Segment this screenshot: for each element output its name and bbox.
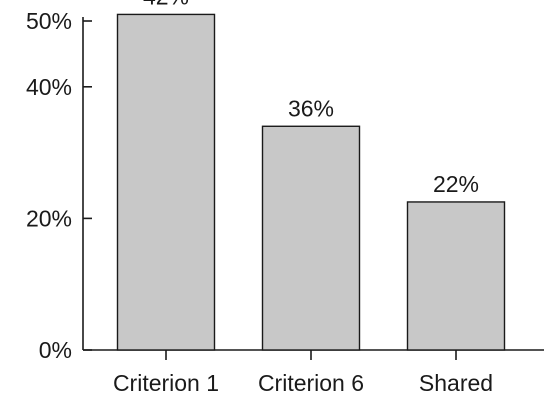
bar-criterion-6 — [261, 125, 361, 351]
x-tick-label: Shared — [419, 370, 493, 396]
data-labels-group: 42% 36% 22% — [143, 0, 479, 197]
data-label: 22% — [433, 171, 479, 197]
bars-group — [116, 13, 506, 351]
y-tick-label: 50% — [26, 8, 72, 34]
data-label: 42% — [143, 0, 189, 9]
x-axis: Criterion 1 Criterion 6 Shared — [83, 349, 544, 396]
y-tick-label: 0% — [39, 337, 72, 363]
y-tick-label: 40% — [26, 74, 72, 100]
bar-shared — [406, 201, 506, 351]
y-tick-label: 20% — [26, 205, 72, 231]
y-axis: 0% 20% 40% 50% — [26, 8, 92, 363]
x-tick-label: Criterion 6 — [258, 370, 364, 396]
bar-criterion-1 — [116, 13, 216, 351]
data-label: 36% — [288, 95, 334, 121]
x-tick-label: Criterion 1 — [113, 370, 219, 396]
